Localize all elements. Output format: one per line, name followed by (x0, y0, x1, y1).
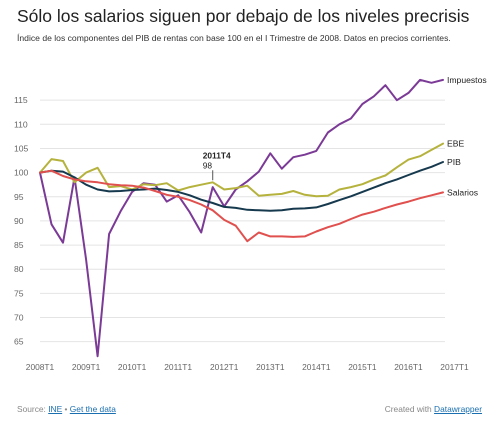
series-line-pib (39, 161, 444, 212)
y-tick-label: 115 (14, 95, 28, 105)
annotation-value: 98 (203, 160, 213, 170)
datawrapper-link[interactable]: Datawrapper (434, 404, 482, 414)
x-tick-label: 2012T1 (210, 362, 239, 372)
y-tick-label: 95 (14, 192, 24, 202)
x-tick-label: 2013T1 (256, 362, 285, 372)
chart-subtitle: Índice de los componentes del PIB de ren… (17, 33, 451, 43)
x-tick-label: 2014T1 (302, 362, 331, 372)
chart-title: Sólo los salarios siguen por debajo de l… (17, 6, 470, 26)
series-label-salarios: Salarios (447, 187, 478, 197)
x-tick-label: 2015T1 (348, 362, 377, 372)
y-tick-label: 75 (14, 288, 24, 298)
source-prefix: Source: (17, 404, 46, 414)
x-tick-label: 2011T1 (164, 362, 192, 372)
y-tick-label: 110 (14, 119, 28, 129)
y-tick-label: 100 (14, 168, 29, 178)
x-tick-label: 2008T1 (26, 362, 55, 372)
footer-credit: Created with Datawrapper (385, 404, 482, 414)
get-the-data-link[interactable]: Get the data (69, 404, 116, 414)
y-tick-label: 70 (14, 313, 24, 323)
y-tick-label: 65 (14, 337, 24, 347)
y-tick-label: 80 (14, 264, 24, 274)
y-tick-label: 90 (14, 216, 24, 226)
footer-separator: • (64, 404, 68, 414)
y-tick-label: 85 (14, 240, 24, 250)
source-link[interactable]: INE (48, 404, 63, 414)
series-label-ebe: EBE (447, 139, 464, 149)
series-line-ebe (39, 142, 444, 198)
credit-prefix: Created with (384, 404, 432, 414)
series-line-salarios (39, 169, 444, 243)
x-tick-label: 2010T1 (118, 362, 147, 372)
x-tick-label: 2009T1 (72, 362, 101, 372)
x-tick-label: 2016T1 (394, 362, 423, 372)
footer-source: Source: INE • Get the data (17, 404, 116, 414)
x-tick-label: 2017T1 (440, 362, 469, 372)
y-tick-label: 105 (14, 143, 29, 153)
series-label-impuestos: Impuestos (447, 75, 487, 85)
annotation-label: 2011T4 (203, 150, 231, 160)
series-label-pib: PIB (447, 157, 461, 167)
series-line-impuestos (39, 78, 444, 358)
